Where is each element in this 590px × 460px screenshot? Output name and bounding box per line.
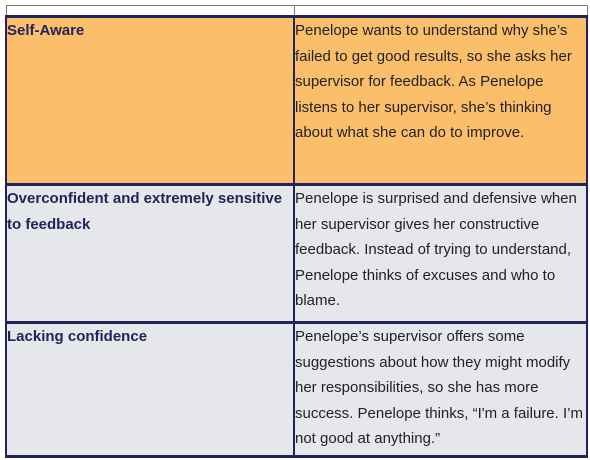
trait-cell: Lacking confidence — [5, 322, 295, 458]
table-row: Self-Aware Penelope wants to understand … — [5, 15, 588, 186]
description-cell: Penelope is surprised and defensive when… — [293, 184, 588, 324]
trait-cell: Self-Aware — [5, 15, 295, 186]
table-row: Lacking confidence Penelope’s supervisor… — [5, 322, 588, 458]
trait-cell: Overconfident and extremely sensitive to… — [5, 184, 295, 324]
description-cell: Penelope’s supervisor offers some sugges… — [293, 322, 588, 458]
header-cell-right — [293, 5, 588, 17]
table-row: Overconfident and extremely sensitive to… — [5, 184, 588, 324]
description-cell: Penelope wants to understand why she’s f… — [293, 15, 588, 186]
table-header-row — [5, 5, 588, 17]
header-cell-left — [5, 5, 295, 17]
feedback-response-table: Self-Aware Penelope wants to understand … — [5, 5, 588, 458]
